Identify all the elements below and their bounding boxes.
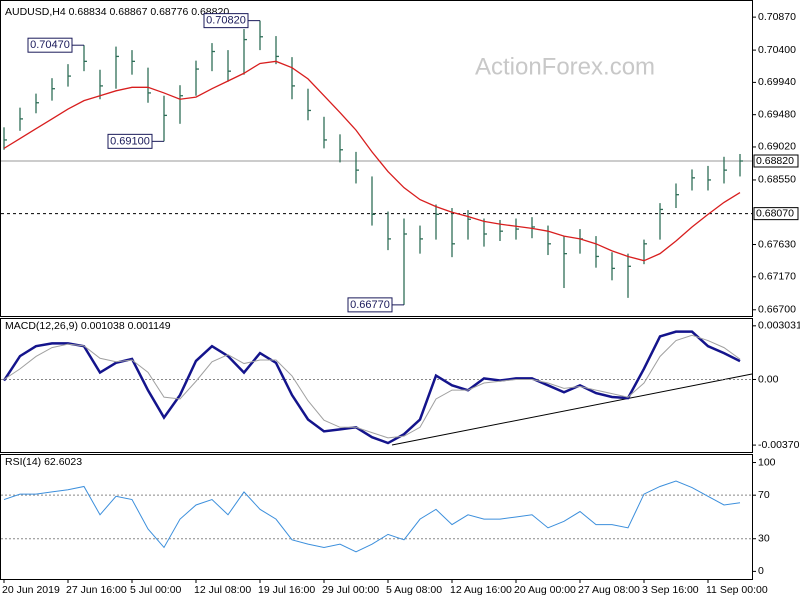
annotation-label: 0.70470: [30, 39, 70, 51]
annotation-box: [27, 37, 73, 53]
y-tick-label: 0.68550: [758, 174, 796, 186]
x-tick-label: 29 Jul 00:00: [322, 584, 379, 596]
rsi-pane: [0, 454, 753, 580]
x-tick-label: 3 Sep 16:00: [642, 584, 699, 596]
x-tick-label: 12 Jul 08:00: [194, 584, 251, 596]
watermark: ActionForex.com: [475, 53, 655, 80]
x-tick-label: 27 Jun 16:00: [66, 584, 127, 596]
y-tick-label: 0.69020: [758, 141, 796, 153]
y-tick-label: 30: [758, 533, 770, 545]
x-tick-label: 27 Aug 08:00: [578, 584, 640, 596]
y-tick-label: 0: [758, 565, 764, 577]
level-label: 0.68070: [756, 207, 794, 219]
moving-average: [3, 60, 741, 262]
level-label: 0.68820: [756, 155, 794, 167]
y-tick-label: 0.67170: [758, 271, 796, 283]
annotation-label: 0.69100: [110, 135, 150, 147]
y-tick-label: 70: [758, 489, 770, 501]
y-tick-label: 0.003031: [758, 320, 800, 332]
x-tick-label: 12 Aug 16:00: [450, 584, 512, 596]
y-tick-label: -0.003706: [758, 439, 800, 451]
y-tick-label: 100: [758, 456, 776, 468]
x-tick-label: 20 Aug 00:00: [514, 584, 576, 596]
pane-title: AUDUSD,H4 0.68834 0.68867 0.68776 0.6882…: [5, 6, 229, 18]
annotation-label: 0.66770: [350, 299, 390, 311]
annotation-box: [203, 13, 249, 29]
x-tick-label: 11 Sep 00:00: [706, 584, 768, 596]
series-line: [3, 480, 741, 553]
macd-pane: [0, 318, 753, 453]
y-tick-label: 0.67630: [758, 238, 796, 250]
x-tick-label: 5 Aug 08:00: [386, 584, 442, 596]
y-tick-label: 0.00: [758, 373, 779, 385]
series-line: [3, 334, 741, 439]
x-tick-label: 5 Jul 00:00: [130, 584, 182, 596]
pane-title: RSI(14) 62.6023: [5, 456, 82, 468]
x-tick-label: 19 Jul 16:00: [258, 584, 315, 596]
y-tick-label: 0.69480: [758, 108, 796, 120]
price-pane: [0, 0, 753, 317]
annotation-box: [107, 133, 153, 149]
level-box: [753, 154, 799, 168]
y-tick-label: 0.66700: [758, 304, 796, 316]
level-box: [753, 207, 799, 221]
y-tick-label: 0.70400: [758, 44, 796, 56]
y-tick-label: 0.70870: [758, 11, 796, 23]
annotation-label: 0.70820: [206, 15, 246, 27]
macd-trendline: [391, 373, 753, 446]
x-tick-label: 20 Jun 2019: [2, 584, 60, 596]
annotation-box: [347, 297, 393, 313]
y-tick-label: 0.69940: [758, 76, 796, 88]
pane-title: MACD(12,26,9) 0.001038 0.001149: [5, 320, 171, 332]
